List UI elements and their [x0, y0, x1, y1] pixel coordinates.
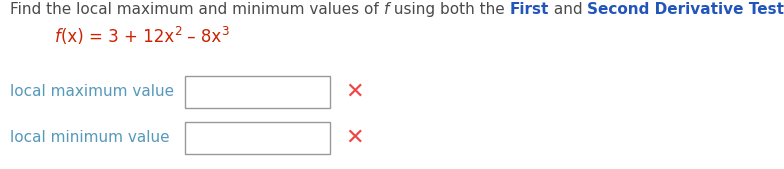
Text: ✕: ✕	[345, 128, 364, 148]
Text: local maximum value: local maximum value	[10, 84, 174, 100]
Text: Second Derivative Tests.: Second Derivative Tests.	[587, 2, 784, 17]
Text: Find the local maximum and minimum values of: Find the local maximum and minimum value…	[10, 2, 383, 17]
Text: and: and	[549, 2, 587, 17]
Text: – 8x: – 8x	[182, 28, 221, 46]
Text: using both the: using both the	[389, 2, 510, 17]
Text: (x) = 3 + 12x: (x) = 3 + 12x	[61, 28, 174, 46]
Text: 3: 3	[221, 25, 229, 38]
Bar	[185, 76, 330, 108]
Text: local minimum value: local minimum value	[10, 130, 169, 146]
Text: First: First	[510, 2, 549, 17]
Text: f: f	[55, 28, 61, 46]
Text: ✕: ✕	[345, 82, 364, 102]
Text: 2: 2	[174, 25, 182, 38]
Text: f: f	[383, 2, 389, 17]
Bar	[185, 122, 330, 154]
